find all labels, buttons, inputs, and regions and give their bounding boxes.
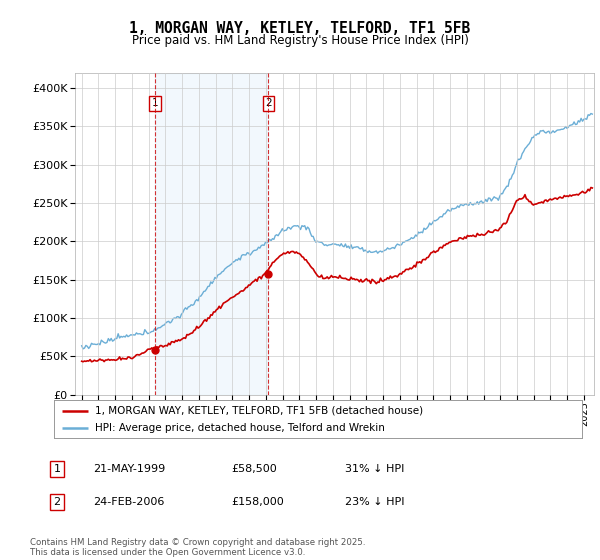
Text: HPI: Average price, detached house, Telford and Wrekin: HPI: Average price, detached house, Telf… — [95, 423, 385, 433]
Text: £158,000: £158,000 — [231, 497, 284, 507]
Text: 2: 2 — [53, 497, 61, 507]
Text: 1: 1 — [53, 464, 61, 474]
Text: 1, MORGAN WAY, KETLEY, TELFORD, TF1 5FB: 1, MORGAN WAY, KETLEY, TELFORD, TF1 5FB — [130, 21, 470, 36]
Text: 24-FEB-2006: 24-FEB-2006 — [93, 497, 164, 507]
Text: 1, MORGAN WAY, KETLEY, TELFORD, TF1 5FB (detached house): 1, MORGAN WAY, KETLEY, TELFORD, TF1 5FB … — [95, 405, 424, 416]
Text: 1: 1 — [152, 99, 158, 109]
Bar — [155, 73, 268, 395]
Text: 23% ↓ HPI: 23% ↓ HPI — [345, 497, 404, 507]
Text: 31% ↓ HPI: 31% ↓ HPI — [345, 464, 404, 474]
Text: 21-MAY-1999: 21-MAY-1999 — [93, 464, 165, 474]
Text: Contains HM Land Registry data © Crown copyright and database right 2025.
This d: Contains HM Land Registry data © Crown c… — [30, 538, 365, 557]
Text: Price paid vs. HM Land Registry's House Price Index (HPI): Price paid vs. HM Land Registry's House … — [131, 34, 469, 46]
Text: 2: 2 — [265, 99, 272, 109]
Text: £58,500: £58,500 — [231, 464, 277, 474]
